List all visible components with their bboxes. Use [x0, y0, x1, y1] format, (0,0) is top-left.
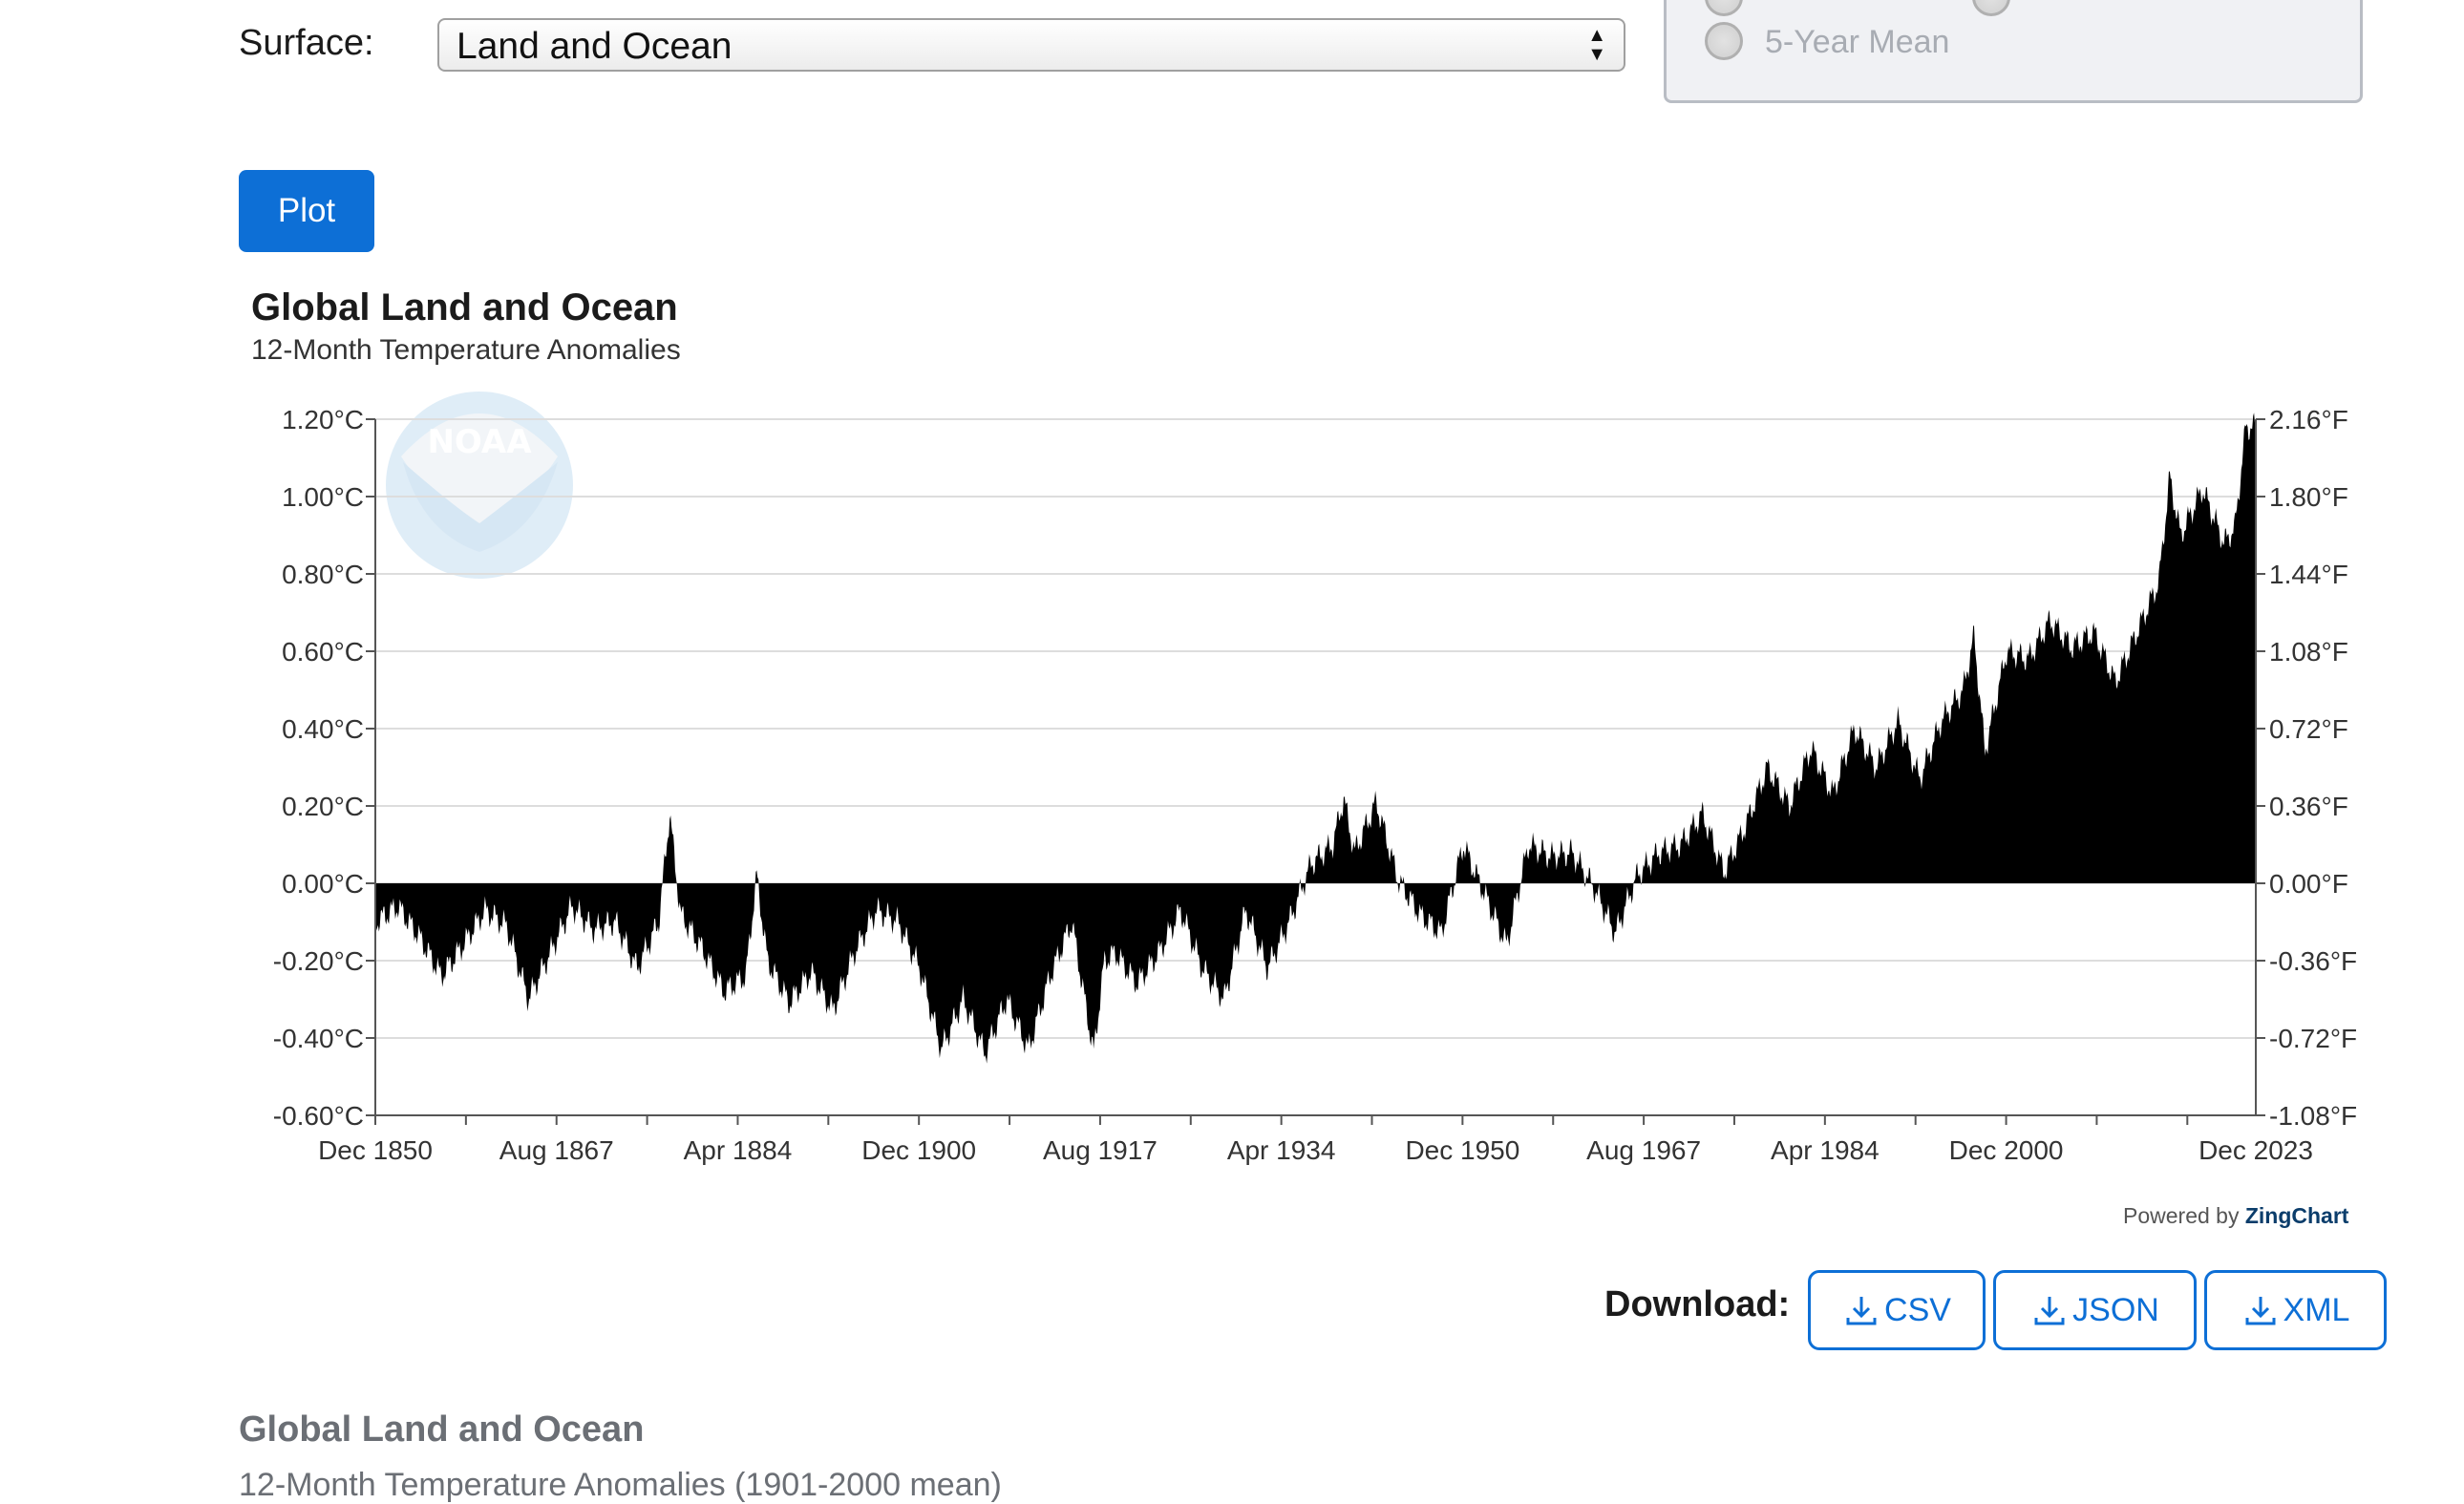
y-tick-label-f: 2.16°F — [2269, 405, 2348, 434]
download-icon — [2034, 1297, 2065, 1325]
download-xml-label: XML — [2283, 1291, 2350, 1328]
y-tick-label-f: 1.08°F — [2269, 637, 2348, 667]
download-icon — [1846, 1297, 1877, 1325]
download-csv-button[interactable]: CSV — [1808, 1270, 1986, 1350]
y-ticks-celsius: 1.20°C 1.00°C 0.80°C 0.60°C 0.40°C 0.20°C 0.00… — [273, 405, 375, 1131]
surface-select[interactable]: Land and Ocean ▲ ▼ — [437, 18, 1625, 72]
y-tick-label-f: -1.08°F — [2269, 1101, 2357, 1131]
section-subtitle: 12-Month Temperature Anomalies (1901-200… — [239, 1467, 1002, 1503]
anomaly-area-layer — [375, 413, 2256, 1064]
download-icon — [2245, 1297, 2276, 1325]
x-tick-label: Aug 1917 — [1043, 1135, 1158, 1165]
x-tick-label: Aug 1967 — [1586, 1135, 1701, 1165]
options-panel: 5-Year Mean — [1664, 0, 2363, 103]
chart-subtitle: 12-Month Temperature Anomalies — [251, 334, 681, 366]
y-tick-label-f: -0.72°F — [2269, 1024, 2357, 1053]
y-tick-label-c: 1.00°C — [282, 482, 364, 512]
y-tick-label-c: 0.00°C — [282, 869, 364, 899]
download-csv-label: CSV — [1884, 1291, 1951, 1328]
select-arrows-icon: ▲ ▼ — [1587, 25, 1606, 65]
y-ticks-fahrenheit: 2.16°F 1.80°F 1.44°F 1.08°F 0.72°F 0.36°F 0.00… — [2256, 405, 2357, 1131]
y-tick-label-f: -0.36°F — [2269, 946, 2357, 976]
x-tick-label: Dec 1950 — [1405, 1135, 1519, 1165]
x-tick-label: Dec 1900 — [861, 1135, 976, 1165]
x-tick-label: Apr 1884 — [684, 1135, 793, 1165]
chart-title: Global Land and Ocean — [251, 286, 678, 328]
y-tick-label-f: 0.00°F — [2269, 869, 2348, 899]
section-title: Global Land and Ocean — [239, 1409, 645, 1450]
y-tick-label-c: -0.20°C — [273, 946, 364, 976]
surface-label: Surface: — [239, 23, 374, 63]
svg-text:NOAA: NOAA — [427, 423, 532, 461]
x-tick-label: Aug 1867 — [499, 1135, 614, 1165]
x-tick-label: Apr 1934 — [1227, 1135, 1336, 1165]
download-json-button[interactable]: JSON — [1993, 1270, 2197, 1350]
download-label: Download: — [1604, 1284, 1791, 1324]
y-tick-label-f: 1.80°F — [2269, 482, 2348, 512]
download-json-label: JSON — [2072, 1291, 2159, 1328]
plot-button[interactable]: Plot — [239, 170, 374, 252]
x-tick-label: Apr 1984 — [1771, 1135, 1880, 1165]
y-tick-label-c: 0.80°C — [282, 560, 364, 589]
y-tick-label-c: 0.60°C — [282, 637, 364, 667]
download-xml-button[interactable]: XML — [2204, 1270, 2387, 1350]
powered-by[interactable]: Powered by ZingChart — [2123, 1203, 2348, 1229]
surface-select-value: Land and Ocean — [457, 26, 733, 67]
temperature-chart: 1.20°C 1.00°C 0.80°C 0.60°C 0.40°C 0.20°C 0.00… — [273, 405, 2357, 1165]
x-tick-label: Dec 1850 — [318, 1135, 433, 1165]
y-tick-label-f: 0.72°F — [2269, 714, 2348, 744]
chart-axes — [374, 419, 2257, 1116]
x-tick-label: Dec 2000 — [1949, 1135, 2064, 1165]
x-ticks: Dec 1850 Aug 1867 Apr 1884 Dec 1900 Aug 1917… — [318, 1115, 2313, 1165]
y-tick-label-c: 0.40°C — [282, 714, 364, 744]
radio-five-year-mean[interactable] — [1705, 22, 1743, 60]
anomaly-area — [375, 413, 2256, 1064]
radio-five-year-mean-label: 5-Year Mean — [1765, 24, 1950, 60]
y-tick-label-c: -0.60°C — [273, 1101, 364, 1131]
y-tick-label-c: 0.20°C — [282, 792, 364, 821]
y-tick-label-c: -0.40°C — [273, 1024, 364, 1053]
y-tick-label-c: 1.20°C — [282, 405, 364, 434]
x-tick-label: Dec 2023 — [2198, 1135, 2313, 1165]
powered-brand: ZingChart — [2244, 1203, 2349, 1228]
y-tick-label-f: 0.36°F — [2269, 792, 2348, 821]
y-tick-label-f: 1.44°F — [2269, 560, 2348, 589]
powered-prefix: Powered by — [2123, 1203, 2240, 1228]
